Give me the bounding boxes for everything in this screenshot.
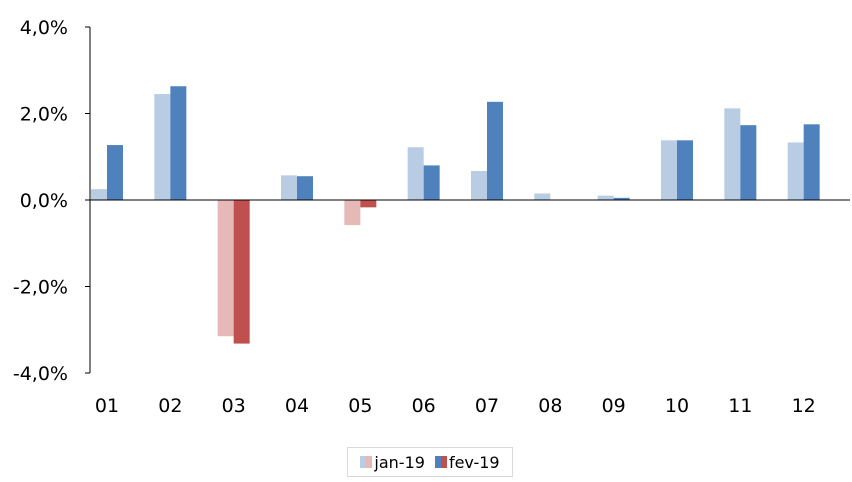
bar-jan-19-09 bbox=[597, 195, 614, 200]
bar-fev-19-04 bbox=[297, 176, 313, 200]
bar-fev-19-10 bbox=[677, 140, 693, 200]
bar-jan-19-07 bbox=[471, 171, 487, 200]
bar-fev-19-05 bbox=[360, 200, 377, 208]
x-tick-label: 06 bbox=[412, 395, 436, 417]
bar-jan-19-01 bbox=[91, 189, 107, 200]
bar-fev-19-07 bbox=[487, 101, 503, 200]
bar-jan-19-10 bbox=[661, 140, 677, 200]
x-tick-label: 04 bbox=[285, 395, 309, 417]
bar-jan-19-05 bbox=[344, 200, 361, 226]
legend-item-jan: jan-19 bbox=[360, 453, 425, 472]
bar-jan-19-12 bbox=[787, 142, 804, 200]
x-tick-label: 11 bbox=[728, 395, 752, 417]
x-tick-label: 01 bbox=[95, 395, 119, 417]
bar-fev-19-02 bbox=[170, 86, 187, 200]
legend-swatch-fev-positive bbox=[434, 456, 441, 468]
bar-fev-19-06 bbox=[423, 165, 440, 200]
bar-jan-19-02 bbox=[154, 94, 171, 200]
x-tick-label: 02 bbox=[158, 395, 182, 417]
legend-label-fev: fev-19 bbox=[448, 452, 500, 472]
y-tick-label: 2,0% bbox=[20, 104, 68, 126]
x-tick-label: 10 bbox=[665, 395, 689, 417]
bar-jan-19-11 bbox=[724, 108, 741, 200]
bar-jan-19-03 bbox=[217, 200, 234, 337]
legend-swatch-jan-negative bbox=[366, 456, 373, 468]
legend-swatch-fev-negative bbox=[440, 456, 447, 468]
x-tick-label: 12 bbox=[792, 395, 816, 417]
legend-swatch-jan bbox=[360, 456, 373, 468]
bar-jan-19-08 bbox=[534, 193, 551, 200]
bar-fev-19-12 bbox=[803, 124, 820, 200]
y-tick-label: 0,0% bbox=[20, 190, 68, 212]
legend: jan-19 fev-19 bbox=[347, 447, 513, 477]
bar-fev-19-11 bbox=[740, 125, 757, 200]
x-tick-label: 05 bbox=[348, 395, 372, 417]
x-tick-label: 09 bbox=[602, 395, 626, 417]
x-tick-label: 03 bbox=[222, 395, 246, 417]
y-tick-label: -2,0% bbox=[13, 277, 68, 299]
y-tick-label: 4,0% bbox=[20, 17, 68, 39]
legend-label-jan: jan-19 bbox=[374, 452, 425, 472]
legend-swatch-fev bbox=[434, 456, 447, 468]
bar-jan-19-06 bbox=[407, 147, 424, 200]
bar-fev-19-09 bbox=[613, 197, 630, 200]
legend-swatch-jan-positive bbox=[360, 456, 367, 468]
bar-jan-19-04 bbox=[281, 175, 297, 200]
legend-item-fev: fev-19 bbox=[434, 452, 500, 472]
bar-fev-19-03 bbox=[233, 200, 250, 344]
bar-fev-19-01 bbox=[107, 145, 123, 200]
x-tick-label: 08 bbox=[538, 395, 562, 417]
x-tick-label: 07 bbox=[475, 395, 499, 417]
y-tick-label: -4,0% bbox=[13, 363, 68, 385]
